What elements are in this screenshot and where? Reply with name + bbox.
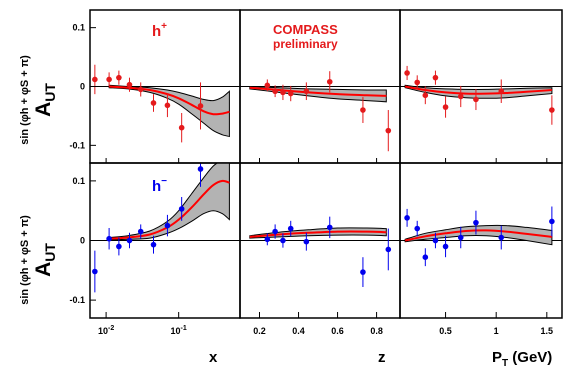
data-point xyxy=(137,86,144,93)
data-point xyxy=(116,243,122,250)
data-point xyxy=(126,81,133,88)
panel-content xyxy=(404,206,555,267)
data-point xyxy=(280,237,286,244)
data-point xyxy=(457,234,464,241)
data-point xyxy=(178,206,185,212)
model-curve xyxy=(249,230,387,238)
xlabel-z: z xyxy=(378,349,386,366)
ylabel-row2: AUT sin (φh + φS + π) xyxy=(19,215,58,305)
data-point xyxy=(326,224,333,231)
svg-text:AUT: AUT xyxy=(32,83,58,117)
data-point xyxy=(106,235,112,242)
data-point xyxy=(287,225,294,232)
data-point xyxy=(106,76,112,83)
x-tick-label: 0.4 xyxy=(292,326,305,336)
data-point xyxy=(414,225,421,232)
uncertainty-band xyxy=(108,84,230,138)
panel-content xyxy=(92,163,230,293)
data-point xyxy=(287,90,294,97)
xlabel-x: x xyxy=(209,349,218,366)
data-point xyxy=(457,93,464,100)
panel-1-x xyxy=(89,9,241,164)
data-point xyxy=(422,92,429,99)
data-point xyxy=(422,254,429,260)
ylabel-row1: AUT sin (φh + φS + π) xyxy=(19,55,58,145)
data-point xyxy=(360,107,366,113)
x-tick-label: 1.5 xyxy=(541,326,554,336)
data-point xyxy=(303,238,310,245)
data-point xyxy=(178,124,185,131)
y-tick-label: 0 xyxy=(80,82,85,92)
model-curve xyxy=(109,179,230,240)
panel-2-z xyxy=(239,162,401,319)
y-tick-label: -0.1 xyxy=(69,140,85,150)
data-point xyxy=(164,102,171,109)
x-tick-label: 0.2 xyxy=(253,326,266,336)
data-point xyxy=(164,222,171,229)
data-point xyxy=(414,79,421,86)
data-point xyxy=(137,228,144,235)
svg-text:AUT: AUT xyxy=(32,243,58,277)
data-point xyxy=(432,237,439,244)
panel-grid: 0.1 0 -0.1 0.1 0 -0.1 10-2 10-1 0.2 0.4 0.6 0.8 0.5 1… xyxy=(69,9,563,336)
row2-hadron-label: h− xyxy=(152,176,167,195)
y-tick-label: 0 xyxy=(80,236,85,246)
panel-frame xyxy=(399,162,563,319)
panel-content xyxy=(249,216,392,287)
uncertainty-band xyxy=(404,84,553,99)
data-point xyxy=(549,218,555,225)
data-point xyxy=(126,237,133,244)
data-point xyxy=(498,88,505,95)
data-point xyxy=(264,236,271,243)
x-tick-label: 10-2 xyxy=(98,325,114,336)
data-point xyxy=(473,96,479,103)
data-point xyxy=(442,243,449,250)
data-point xyxy=(303,88,310,95)
y-tick-label: -0.1 xyxy=(69,295,85,305)
panel-2-pt xyxy=(399,162,563,319)
x-tick-label: 0.6 xyxy=(331,326,344,336)
data-point xyxy=(385,246,392,253)
panel-1-z xyxy=(239,9,401,164)
data-point xyxy=(498,234,505,241)
panel-content xyxy=(92,64,230,143)
data-point xyxy=(150,100,157,106)
panel-content xyxy=(404,65,555,125)
data-point xyxy=(385,127,392,134)
data-point xyxy=(432,74,439,81)
x-tick-label: 0.8 xyxy=(370,326,383,336)
y-tick-label: 0.1 xyxy=(72,23,85,33)
panel-1-pt xyxy=(399,9,563,164)
x-tick-label: 10-1 xyxy=(171,325,187,336)
data-point xyxy=(150,241,157,248)
data-point xyxy=(197,103,204,109)
data-point xyxy=(404,215,410,221)
svg-text:sin (φh + φS + π): sin (φh + φS + π) xyxy=(19,55,31,145)
data-point xyxy=(92,268,98,275)
panel-content xyxy=(249,71,392,152)
svg-text:sin (φh + φS + π): sin (φh + φS + π) xyxy=(19,215,31,305)
preliminary-label: preliminary xyxy=(273,37,338,51)
data-point xyxy=(442,104,449,110)
row1-hadron-label: h+ xyxy=(152,21,167,40)
data-point xyxy=(116,74,122,81)
y-tick-label: 0.1 xyxy=(72,176,85,186)
data-point xyxy=(404,70,410,76)
data-point xyxy=(280,89,286,96)
data-point xyxy=(272,228,278,235)
data-point xyxy=(549,107,555,113)
data-point xyxy=(326,78,333,85)
data-point xyxy=(92,76,98,83)
experiment-label: COMPASS xyxy=(273,22,338,37)
uncertainty-band xyxy=(404,224,553,246)
xlabel-pt: PT (GeV) xyxy=(492,349,552,368)
x-tick-label: 1 xyxy=(494,326,499,336)
data-point xyxy=(197,166,204,172)
x-tick-label: 0.5 xyxy=(439,326,452,336)
data-point xyxy=(360,269,366,275)
data-point xyxy=(473,219,479,226)
data-point xyxy=(272,88,278,95)
data-point xyxy=(264,82,271,89)
